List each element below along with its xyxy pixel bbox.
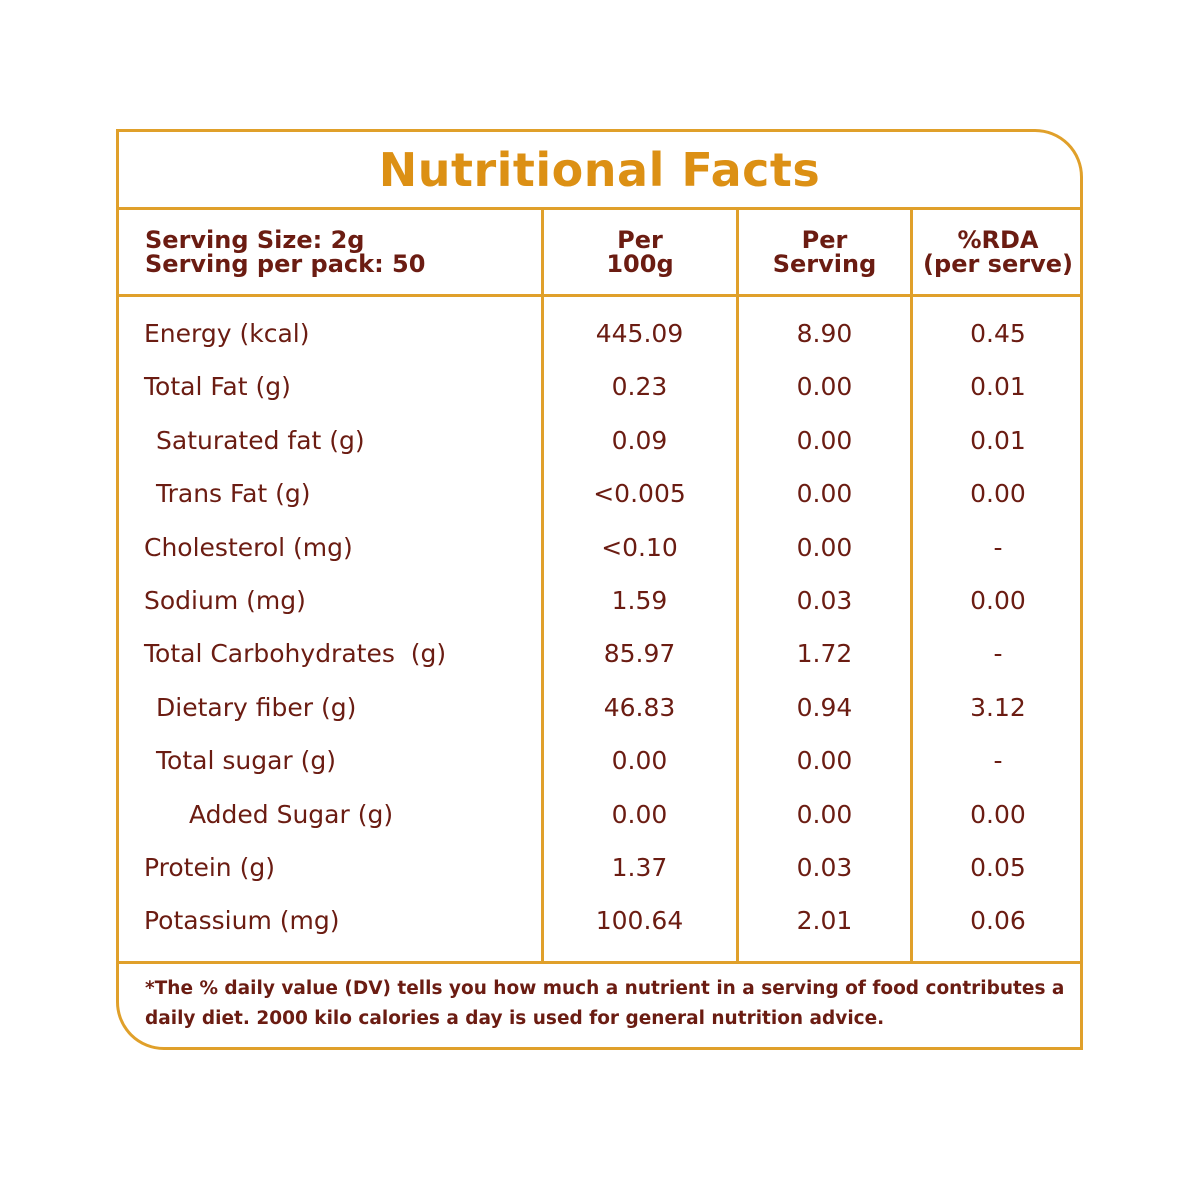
- nutrient-name: Total sugar (g): [156, 746, 336, 776]
- nutrient-name: Energy (kcal): [144, 319, 310, 348]
- nutrient-name: Total Carbohydrates (g): [144, 639, 447, 669]
- column-header-rda: %RDA (per serve): [913, 210, 1080, 294]
- column-divider-1: [541, 210, 544, 964]
- per-serving-value: 0.00: [796, 372, 853, 402]
- serving-info-header: Serving Size: 2g Serving per pack: 50: [145, 210, 425, 294]
- column-header-per-100g: Per 100g: [544, 210, 736, 294]
- per-100g-value: <0.10: [601, 532, 678, 562]
- rda-value: -: [993, 746, 1003, 776]
- column-divider-2: [736, 210, 739, 964]
- rda-value: 0.45: [970, 319, 1026, 348]
- per-serving-value: 0.03: [796, 585, 853, 615]
- column-divider-3: [910, 210, 913, 964]
- table-row: Potassium (mg) 100.64 2.01 0.06: [119, 894, 1080, 947]
- per-100g-value: 1.59: [611, 585, 668, 615]
- footnote: *The % daily value (DV) tells you how mu…: [145, 978, 1065, 1029]
- per-serving-value: 0.00: [796, 746, 853, 776]
- nutrition-facts-panel: Nutritional Facts Serving Size: 2g Servi…: [116, 129, 1083, 1050]
- nutrient-name: Saturated fat (g): [156, 425, 365, 455]
- serving-per-pack-label: Serving per pack: 50: [145, 250, 426, 278]
- column-header-line: Per: [801, 226, 848, 254]
- table-row: Protein (g) 1.37 0.03 0.05: [119, 841, 1080, 894]
- rda-value: 0.01: [970, 425, 1026, 455]
- rda-value: 0.00: [970, 479, 1026, 509]
- table-row: Sodium (mg) 1.59 0.03 0.00: [119, 574, 1080, 627]
- column-header-per-serving: Per Serving: [739, 210, 910, 294]
- per-serving-value: 0.00: [796, 425, 853, 455]
- table-row: Total Carbohydrates (g) 85.97 1.72 -: [119, 627, 1080, 680]
- per-serving-value: 0.00: [796, 532, 853, 562]
- column-header-line: Per: [617, 226, 663, 254]
- nutrient-name: Potassium (mg): [144, 906, 340, 936]
- rda-value: 0.01: [970, 372, 1026, 402]
- rda-value: -: [993, 639, 1003, 669]
- column-header-line: %RDA: [957, 226, 1039, 254]
- column-header-line: Serving: [772, 250, 877, 278]
- table-row: Cholesterol (mg) <0.10 0.00 -: [119, 521, 1080, 574]
- column-header-line: 100g: [606, 250, 674, 278]
- per-100g-value: 1.37: [611, 852, 668, 882]
- per-100g-value: 445.09: [595, 319, 684, 348]
- per-serving-value: 8.90: [796, 319, 853, 348]
- table-row: Trans Fat (g) <0.005 0.00 0.00: [119, 467, 1080, 520]
- table-row: Dietary fiber (g) 46.83 0.94 3.12: [119, 681, 1080, 734]
- table-row: Saturated fat (g) 0.09 0.00 0.01: [119, 414, 1080, 467]
- per-100g-value: <0.005: [593, 479, 686, 509]
- per-100g-value: 46.83: [603, 692, 676, 722]
- table-row: Total Fat (g) 0.23 0.00 0.01: [119, 360, 1080, 413]
- nutrient-name: Total Fat (g): [144, 372, 291, 402]
- per-serving-value: 0.03: [796, 852, 853, 882]
- nutrient-name: Protein (g): [144, 852, 275, 882]
- nutrient-name: Sodium (mg): [144, 585, 306, 615]
- nutrient-name: Dietary fiber (g): [156, 692, 357, 722]
- per-serving-value: 0.00: [796, 479, 853, 509]
- nutrient-name: Added Sugar (g): [189, 799, 394, 829]
- page-title: Nutritional Facts: [119, 132, 1080, 210]
- serving-size-label: Serving Size: 2g: [145, 226, 365, 254]
- table-row: Energy (kcal) 445.09 8.90 0.45: [119, 307, 1080, 360]
- rda-value: 0.00: [970, 799, 1026, 829]
- nutrient-name: Cholesterol (mg): [144, 532, 353, 562]
- per-100g-value: 100.64: [595, 906, 684, 936]
- per-100g-value: 0.09: [611, 425, 668, 455]
- table-row: Added Sugar (g) 0.00 0.00 0.00: [119, 788, 1080, 841]
- table-row: Total sugar (g) 0.00 0.00 -: [119, 734, 1080, 787]
- per-serving-value: 1.72: [796, 639, 853, 669]
- nutrient-table-body: Energy (kcal) 445.09 8.90 0.45 Total Fat…: [119, 307, 1080, 948]
- per-100g-value: 85.97: [603, 639, 676, 669]
- rda-value: -: [993, 532, 1003, 562]
- rda-value: 0.06: [970, 906, 1026, 936]
- per-serving-value: 2.01: [796, 906, 853, 936]
- per-serving-value: 0.94: [796, 692, 853, 722]
- per-100g-value: 0.23: [611, 372, 668, 402]
- header-divider: [119, 294, 1080, 297]
- per-serving-value: 0.00: [796, 799, 853, 829]
- footer-divider: [119, 961, 1080, 964]
- column-header-line: (per serve): [923, 250, 1073, 278]
- rda-value: 3.12: [970, 692, 1026, 722]
- per-100g-value: 0.00: [611, 746, 668, 776]
- nutrient-name: Trans Fat (g): [156, 479, 311, 509]
- rda-value: 0.05: [970, 852, 1026, 882]
- rda-value: 0.00: [970, 585, 1026, 615]
- per-100g-value: 0.00: [611, 799, 668, 829]
